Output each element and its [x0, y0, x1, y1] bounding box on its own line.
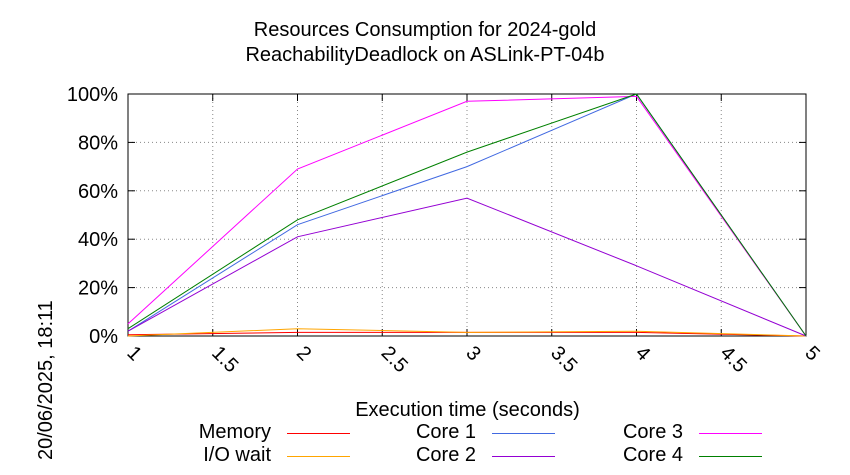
x-tick-label: 2 — [292, 342, 315, 365]
legend-label-core-4: Core 4 — [622, 444, 683, 466]
y-tick-label: 100% — [67, 84, 118, 106]
legend-label-core-2: Core 2 — [415, 444, 476, 466]
legend-swatch-core-4 — [699, 456, 762, 457]
series-line-core-3 — [127, 95, 807, 337]
y-tick-label: 20% — [78, 278, 118, 300]
legend-label-core-3: Core 3 — [622, 421, 683, 443]
legend-swatch-i-o-wait — [287, 456, 350, 457]
legend-label-core-1: Core 1 — [415, 421, 476, 443]
plot-frame — [127, 93, 807, 337]
y-tick-label: 0% — [89, 326, 118, 348]
legend-swatch-memory — [287, 433, 350, 434]
x-tick-label: 3.5 — [546, 342, 581, 377]
x-axis-label: Execution time (seconds) — [355, 399, 580, 421]
y-tick-label: 80% — [78, 132, 118, 154]
x-tick-label: 5 — [800, 342, 823, 365]
legend-swatch-core-2 — [492, 456, 555, 457]
legend-label-memory: Memory — [198, 421, 271, 443]
timestamp-stamp: 20/06/2025, 18:11 — [35, 300, 57, 460]
grid — [128, 94, 806, 336]
y-tick-label: 40% — [78, 229, 118, 251]
legend-swatch-core-3 — [699, 433, 762, 434]
x-tick-label: 4.5 — [716, 342, 751, 377]
x-tick-label: 1.5 — [207, 342, 242, 377]
series-lines — [127, 93, 807, 337]
x-tick-label: 3 — [461, 342, 484, 365]
chart-title-line-2: ReachabilityDeadlock on ASLink-PT-04b — [245, 44, 605, 66]
y-tick-label: 60% — [78, 181, 118, 203]
series-line-core-2 — [127, 197, 807, 337]
x-tick-label: 2.5 — [377, 342, 412, 377]
tick-labels: 0% 20% 40% 60% 80% 100% 1 1.5 2 2.5 3 3.5 4 4.5 5 — [67, 84, 824, 377]
legend-label-i-o-wait: I/O wait — [203, 444, 271, 466]
legend-swatch-core-1 — [492, 433, 555, 434]
series-line-core-4 — [127, 93, 807, 337]
x-tick-label: 1 — [122, 342, 145, 365]
series-line-i-o-wait — [127, 328, 807, 337]
x-tick-label: 4 — [631, 342, 654, 365]
chart-title-line-1: Resources Consumption for 2024-gold — [253, 19, 597, 41]
